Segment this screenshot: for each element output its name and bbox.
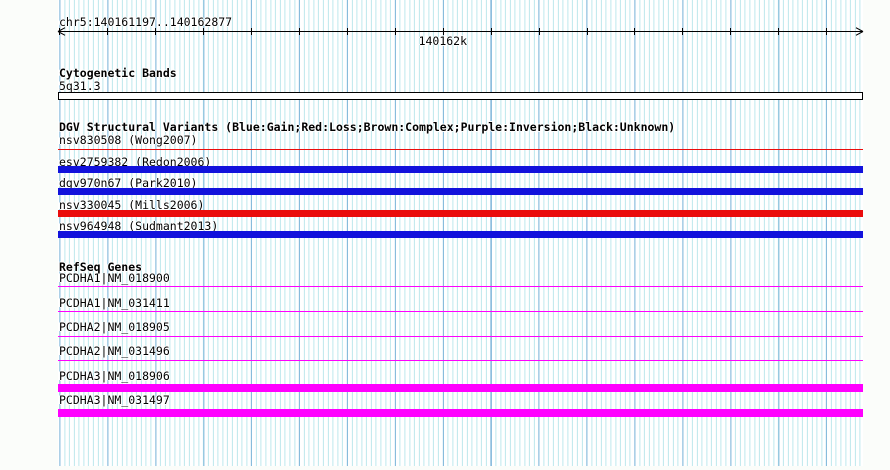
ruler-tick xyxy=(490,28,492,35)
ruler-tick xyxy=(730,28,732,35)
cytoband-glyph[interactable] xyxy=(58,92,863,100)
ruler-tick xyxy=(346,28,348,35)
dgv-feature-label[interactable]: nsv330045 (Mills2006) xyxy=(59,198,205,212)
refseq-feature-glyph[interactable] xyxy=(58,336,863,337)
ruler-tick xyxy=(442,28,444,35)
refseq-feature-label[interactable]: PCDHA3|NM_018906 xyxy=(59,369,170,383)
track-title-refseq-genes: RefSeq Genes xyxy=(59,260,143,274)
dgv-feature-label[interactable]: nsv964948 (Sudmant2013) xyxy=(59,219,219,233)
track-title-dgv-structural-variants: DGV Structural Variants (Blue:Gain;Red:L… xyxy=(59,120,676,134)
refseq-feature-glyph[interactable] xyxy=(58,360,863,361)
refseq-feature-label[interactable]: PCDHA2|NM_018905 xyxy=(59,320,170,334)
refseq-feature-label[interactable]: PCDHA1|NM_018900 xyxy=(59,271,170,285)
ruler-tick xyxy=(394,28,396,35)
ruler-tick xyxy=(107,28,109,35)
ruler-tick xyxy=(682,28,684,35)
ruler-tick xyxy=(586,28,588,35)
refseq-feature-glyph[interactable] xyxy=(58,384,863,392)
refseq-feature-label[interactable]: PCDHA2|NM_031496 xyxy=(59,344,170,358)
axis-tick-label: 140162k xyxy=(418,34,468,48)
dgv-feature-glyph[interactable] xyxy=(58,166,863,173)
ruler-tick xyxy=(203,28,205,35)
ruler-tick xyxy=(538,28,540,35)
ruler-tick xyxy=(299,28,300,35)
ruler-tick xyxy=(778,28,780,35)
ruler-axis-line xyxy=(58,31,863,32)
ruler-tick xyxy=(634,28,636,35)
refseq-feature-label[interactable]: PCDHA1|NM_031411 xyxy=(59,296,170,310)
refseq-feature-glyph[interactable] xyxy=(58,286,863,287)
ruler-tick xyxy=(155,28,157,35)
ruler-tick xyxy=(59,28,61,35)
ruler-tick xyxy=(251,28,253,35)
ruler-tick xyxy=(826,28,828,35)
cytoband-label[interactable]: 5q31.3 xyxy=(59,79,101,93)
dgv-feature-glyph[interactable] xyxy=(58,210,863,217)
refseq-feature-glyph[interactable] xyxy=(58,311,863,312)
dgv-feature-label[interactable]: dgv970n67 (Park2010) xyxy=(59,176,198,190)
dgv-feature-glyph[interactable] xyxy=(58,188,863,195)
dgv-feature-label[interactable]: nsv830508 (Wong2007) xyxy=(59,133,198,147)
dgv-feature-glyph[interactable] xyxy=(58,149,863,150)
refseq-feature-glyph[interactable] xyxy=(58,409,863,417)
refseq-feature-label[interactable]: PCDHA3|NM_031497 xyxy=(59,393,170,407)
track-title-cytogenetic-bands: Cytogenetic Bands xyxy=(59,66,177,80)
dgv-feature-glyph[interactable] xyxy=(58,231,863,238)
region-coordinates-label: chr5:140161197..140162877 xyxy=(59,15,233,29)
dgv-feature-label[interactable]: esv2759382 (Redon2006) xyxy=(59,155,212,169)
